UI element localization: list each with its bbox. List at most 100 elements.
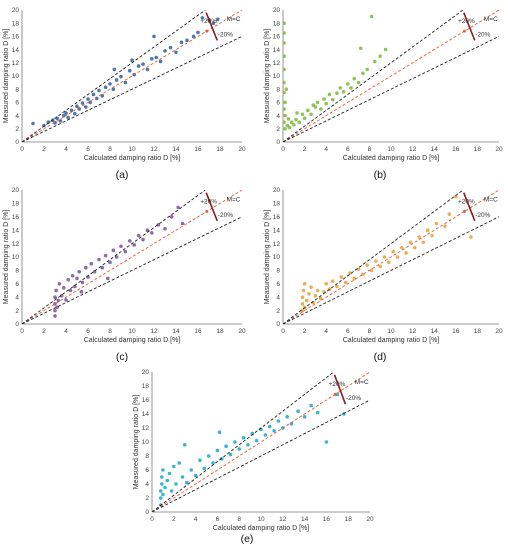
x-axis-title: Calculated damping ratio D [%] bbox=[343, 337, 440, 344]
y-tick-label: 6 bbox=[15, 100, 19, 107]
data-point bbox=[169, 215, 174, 219]
chart-panel-2: 0 2 4 6 8 10 12 14 16 18 20 0 2 4 6 8 10 12 14 16 18 20 Calcul… bbox=[264, 7, 503, 181]
data-point bbox=[141, 62, 145, 66]
x-tick-label: 16 bbox=[194, 328, 202, 335]
data-point bbox=[66, 277, 70, 282]
data-point bbox=[330, 279, 335, 283]
data-point bbox=[108, 260, 112, 265]
y-tick-label: 18 bbox=[273, 201, 281, 208]
x-tick-label: 14 bbox=[431, 146, 439, 153]
y-tick-label: 4 bbox=[276, 294, 280, 301]
data-point bbox=[169, 489, 174, 493]
data-point bbox=[211, 461, 215, 465]
data-point bbox=[79, 290, 84, 294]
y-tick-label: 6 bbox=[276, 281, 280, 288]
y-tick-label: 4 bbox=[276, 113, 280, 120]
data-point bbox=[272, 429, 276, 433]
reference-line-minus20 bbox=[283, 216, 499, 324]
data-point bbox=[73, 111, 77, 116]
x-tick-label: 0 bbox=[281, 146, 285, 153]
data-point bbox=[365, 67, 370, 72]
y-tick-label: 0 bbox=[145, 509, 149, 516]
deviation-arc-marker bbox=[463, 192, 476, 222]
reference-line-plus20 bbox=[22, 10, 206, 142]
data-point bbox=[182, 443, 187, 447]
reference-lines bbox=[283, 10, 499, 142]
data-point bbox=[167, 471, 172, 476]
data-point bbox=[283, 67, 286, 72]
data-point bbox=[315, 288, 320, 293]
x-tick-label: 0 bbox=[20, 146, 24, 153]
data-point bbox=[217, 430, 222, 435]
data-point bbox=[128, 68, 132, 73]
x-tick-label: 6 bbox=[216, 516, 220, 523]
x-tick-label: 10 bbox=[128, 328, 136, 335]
data-point bbox=[58, 119, 63, 123]
y-tick-label: 4 bbox=[15, 294, 19, 301]
scatter-series bbox=[158, 392, 346, 507]
data-point bbox=[114, 78, 119, 82]
y-tick-label: 14 bbox=[273, 227, 281, 234]
chart-panel-5: 0 2 4 6 8 10 12 14 16 18 20 0 2 4 6 8 10 12 14 16 18 20 Calcul… bbox=[133, 369, 374, 545]
x-tick-label: 2 bbox=[303, 328, 307, 335]
x-tick-label: 8 bbox=[368, 146, 372, 153]
chart-panel-1: 0 2 4 6 8 10 12 14 16 18 20 0 2 4 6 8 10 12 14 16 18 20 Calcul… bbox=[3, 7, 246, 181]
data-point bbox=[97, 257, 101, 262]
x-tick-label: 16 bbox=[452, 328, 460, 335]
y-tick-label: 0 bbox=[15, 139, 19, 146]
data-point bbox=[174, 50, 178, 55]
data-point bbox=[341, 90, 346, 94]
x-tick-label: 16 bbox=[323, 516, 331, 523]
reference-line-equality bbox=[152, 372, 370, 512]
data-point bbox=[179, 40, 184, 45]
y-tick-label: 6 bbox=[145, 467, 149, 474]
data-point bbox=[289, 422, 294, 426]
y-tick-label: 8 bbox=[276, 268, 280, 275]
data-point bbox=[387, 260, 391, 265]
reference-line-minus20 bbox=[22, 35, 242, 142]
reference-line-minus20 bbox=[152, 399, 370, 512]
data-point bbox=[300, 302, 305, 306]
data-point bbox=[330, 97, 335, 102]
data-point bbox=[447, 212, 452, 216]
x-tick-label: 0 bbox=[281, 328, 285, 335]
data-point bbox=[283, 90, 286, 95]
data-point bbox=[211, 21, 216, 26]
data-point bbox=[343, 280, 348, 285]
data-point bbox=[165, 478, 170, 483]
plus20-label: +20% bbox=[200, 18, 217, 25]
deviation-arc-marker bbox=[205, 12, 218, 41]
data-point bbox=[103, 85, 108, 90]
data-point bbox=[454, 194, 458, 199]
minus20-label: -20% bbox=[218, 212, 233, 219]
data-point bbox=[176, 205, 180, 210]
x-tick-label: 14 bbox=[172, 328, 180, 335]
data-point bbox=[322, 97, 326, 101]
x-tick-label: 18 bbox=[216, 328, 224, 335]
data-point bbox=[391, 249, 395, 254]
data-point bbox=[335, 284, 339, 289]
data-point bbox=[313, 294, 318, 298]
data-point bbox=[309, 285, 313, 289]
y-tick-label: 20 bbox=[12, 7, 20, 14]
data-point bbox=[75, 104, 79, 109]
x-tick-label: 6 bbox=[346, 146, 350, 153]
data-point bbox=[56, 298, 61, 303]
plus20-label: +20% bbox=[329, 381, 346, 388]
data-point bbox=[395, 255, 400, 259]
data-point bbox=[378, 54, 383, 58]
x-tick-label: 4 bbox=[194, 516, 198, 523]
data-point bbox=[114, 255, 119, 259]
data-point bbox=[54, 288, 58, 293]
data-point bbox=[430, 233, 434, 238]
data-point bbox=[285, 415, 289, 419]
y-tick-label: 14 bbox=[273, 47, 281, 54]
equality-label: M=C bbox=[484, 16, 498, 23]
data-point bbox=[286, 117, 291, 121]
y-axis-title: Measured damping ratio D [%] bbox=[133, 395, 140, 490]
y-tick-label: 12 bbox=[142, 425, 150, 432]
data-point bbox=[84, 265, 88, 270]
data-point bbox=[295, 111, 299, 115]
data-point bbox=[263, 433, 268, 437]
y-tick-label: 16 bbox=[273, 214, 281, 221]
